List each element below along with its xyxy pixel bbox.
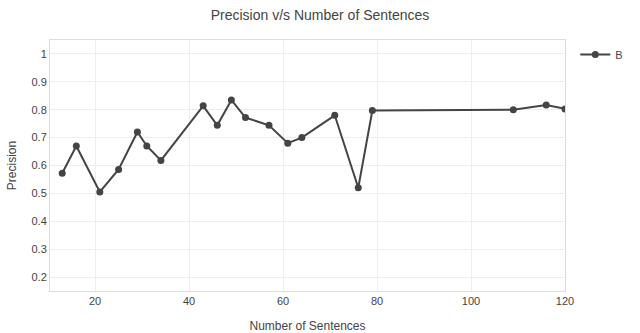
svg-text:B: B <box>615 49 622 61</box>
svg-text:Precision: Precision <box>5 141 19 190</box>
svg-text:0.4: 0.4 <box>32 215 47 227</box>
svg-text:1: 1 <box>41 48 47 60</box>
svg-text:120: 120 <box>556 295 574 307</box>
svg-text:100: 100 <box>462 295 480 307</box>
svg-text:0.9: 0.9 <box>32 76 47 88</box>
svg-text:20: 20 <box>89 295 101 307</box>
svg-text:Number of Sentences: Number of Sentences <box>249 319 365 333</box>
svg-text:0.5: 0.5 <box>32 187 47 199</box>
svg-text:0.7: 0.7 <box>32 131 47 143</box>
svg-text:Precision v/s Number of Senten: Precision v/s Number of Sentences <box>211 7 430 23</box>
svg-text:0.8: 0.8 <box>32 104 47 116</box>
svg-text:60: 60 <box>277 295 289 307</box>
svg-text:40: 40 <box>183 295 195 307</box>
svg-text:0.3: 0.3 <box>32 243 47 255</box>
svg-text:80: 80 <box>371 295 383 307</box>
svg-text:0.2: 0.2 <box>32 271 47 283</box>
svg-text:0.6: 0.6 <box>32 159 47 171</box>
